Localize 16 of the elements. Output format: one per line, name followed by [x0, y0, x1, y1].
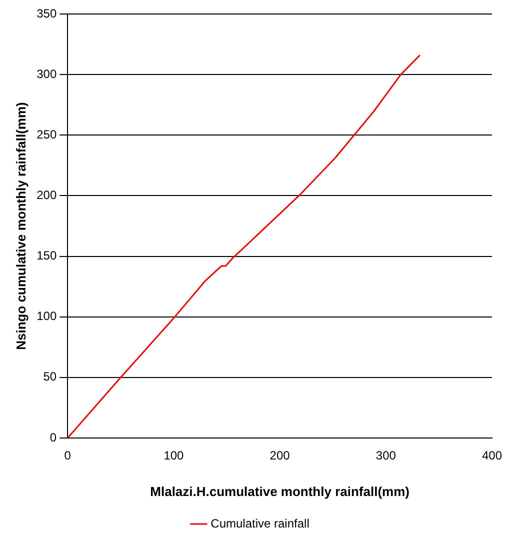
x-tick-label: 200 — [270, 448, 290, 463]
y-tick-label: 0 — [50, 430, 57, 444]
y-tick-label: 300 — [36, 66, 57, 81]
x-tick-label: 400 — [482, 448, 502, 463]
y-tick-label: 200 — [36, 188, 57, 202]
y-tick-label: 50 — [43, 370, 57, 384]
x-tick-label: 100 — [164, 448, 184, 463]
x-axis-title: Mlalazi.H.cumulative monthly rainfall(mm) — [150, 484, 410, 499]
y-axis-title: Nsingo cumulative monthly rainfall(mm) — [13, 102, 28, 350]
y-tick-label: 350 — [36, 6, 57, 20]
legend-label: Cumulative rainfall — [210, 516, 310, 530]
x-tick-label: 300 — [376, 448, 396, 463]
y-tick-label: 150 — [36, 248, 57, 263]
y-tick-label: 100 — [36, 309, 57, 324]
y-tick-label: 250 — [36, 127, 57, 142]
x-tick-label: 0 — [64, 448, 72, 463]
